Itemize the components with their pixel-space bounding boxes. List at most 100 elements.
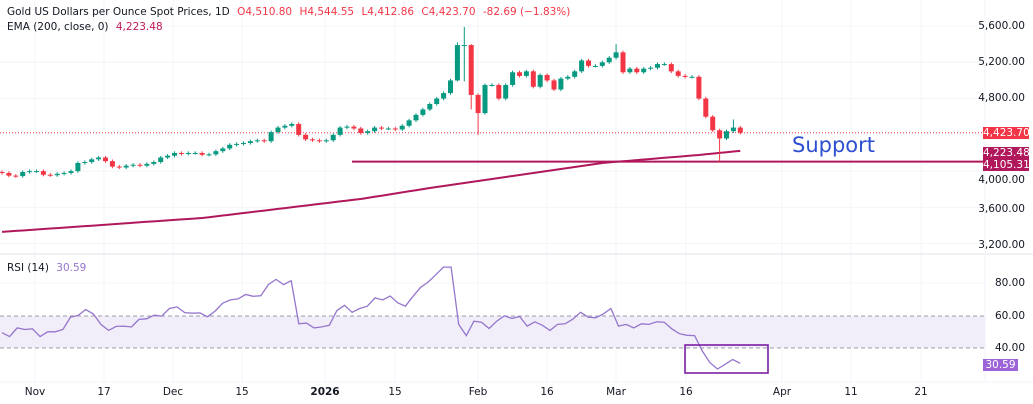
symbol-title[interactable]: Gold US Dollars per Ounce Spot Prices, 1…	[7, 6, 230, 18]
candle-down	[40, 171, 46, 175]
candle-up	[441, 93, 447, 99]
candle-up	[89, 159, 95, 163]
candle-up	[661, 64, 667, 66]
candle-down	[303, 134, 309, 140]
rsi-tick: 40.00	[994, 342, 1025, 354]
candle-down	[675, 71, 681, 76]
rsi-value-badge: 30.59	[983, 359, 1018, 371]
candle-down	[310, 139, 315, 141]
time-tick: 17	[97, 386, 111, 398]
candle-down	[496, 84, 502, 99]
candle-down	[468, 45, 474, 95]
candle-down	[668, 64, 674, 72]
candle-down	[109, 161, 115, 167]
low-value: L4,412.86	[361, 6, 415, 18]
candle-up	[282, 125, 288, 128]
candle-down	[379, 127, 384, 129]
candle-up	[434, 98, 440, 105]
candle-up	[565, 76, 571, 79]
candle-down	[703, 98, 709, 117]
price-tick: 4,000.00	[978, 174, 1025, 186]
candle-up	[213, 151, 219, 155]
time-tick: Mar	[606, 386, 626, 398]
candle-up	[96, 157, 102, 160]
candle-down	[634, 68, 640, 73]
candle-up	[254, 140, 260, 142]
candle-down	[475, 94, 481, 114]
time-tick: Feb	[468, 386, 488, 398]
candle-down	[6, 172, 12, 176]
time-tick: 16	[540, 386, 554, 398]
candle-up	[454, 45, 460, 81]
candle-up	[461, 45, 467, 47]
candle-down	[737, 127, 743, 133]
candle-up	[606, 57, 612, 63]
price-tick: 3,600.00	[978, 203, 1025, 215]
candle-down	[178, 152, 184, 154]
candle-down	[261, 140, 267, 142]
candle-up	[523, 71, 529, 76]
candle-up	[510, 72, 516, 85]
candle-up	[579, 60, 585, 72]
candle-up	[420, 109, 426, 115]
candle-down	[710, 116, 716, 131]
time-tick: Nov	[24, 386, 46, 398]
support-price-badge: 4,105.31	[983, 159, 1030, 171]
candle-down	[586, 60, 591, 66]
ema-value: 4,223.48	[115, 21, 163, 33]
last-price-badge: 4,423.70	[983, 127, 1030, 139]
candle-up	[537, 74, 543, 87]
candle-up	[330, 134, 336, 141]
ema-price-badge: 4,223.48	[983, 147, 1030, 159]
candle-up	[27, 171, 33, 173]
candle-up	[144, 163, 150, 166]
candle-up	[75, 162, 81, 172]
candle-up	[220, 148, 226, 152]
candle-up	[592, 65, 598, 67]
candle-up	[241, 143, 246, 145]
candle-up	[68, 171, 74, 173]
candle-up	[655, 64, 660, 68]
rsi-line	[1, 266, 741, 370]
candle-up	[406, 120, 412, 126]
candle-up	[689, 76, 695, 78]
candle-down	[47, 174, 53, 176]
rsi-label[interactable]: RSI (14)	[7, 262, 49, 274]
candle-down	[351, 126, 357, 129]
price-legend: Gold US Dollars per Ounce Spot Prices, 1…	[7, 6, 574, 19]
candle-down	[717, 130, 723, 139]
candle-up	[275, 127, 281, 133]
candle-up	[172, 152, 177, 156]
candle-up	[192, 152, 198, 154]
time-tick: 21	[914, 386, 928, 398]
candle-up	[372, 127, 378, 132]
open-value: O4,510.80	[237, 6, 293, 18]
candle-up	[627, 68, 633, 73]
candle-down	[103, 157, 108, 162]
candle-up	[503, 84, 509, 99]
ema-label[interactable]: EMA (200, close, 0)	[7, 21, 109, 33]
candle-up	[82, 162, 88, 164]
candle-up	[247, 141, 253, 144]
high-value: H4,544.55	[299, 6, 355, 18]
ema-legend: EMA (200, close, 0) 4,223.48	[7, 21, 167, 34]
candle-up	[61, 172, 67, 174]
candle-up	[54, 173, 60, 176]
candle-up	[730, 127, 736, 132]
price-tick: 4,800.00	[978, 92, 1025, 104]
time-tick: 15	[235, 386, 249, 398]
candle-down	[358, 128, 364, 134]
candle-up	[158, 157, 164, 163]
candle-up	[599, 62, 605, 66]
time-tick: 2026	[310, 386, 340, 398]
close-value: C4,423.70	[421, 6, 476, 18]
candle-down	[696, 76, 702, 99]
candle-down	[682, 75, 688, 77]
candle-up	[724, 131, 729, 139]
candle-up	[130, 164, 136, 166]
candle-up	[641, 68, 647, 73]
candle-down	[551, 80, 557, 90]
price-tick: 3,200.00	[978, 239, 1025, 251]
candle-down	[13, 175, 19, 177]
